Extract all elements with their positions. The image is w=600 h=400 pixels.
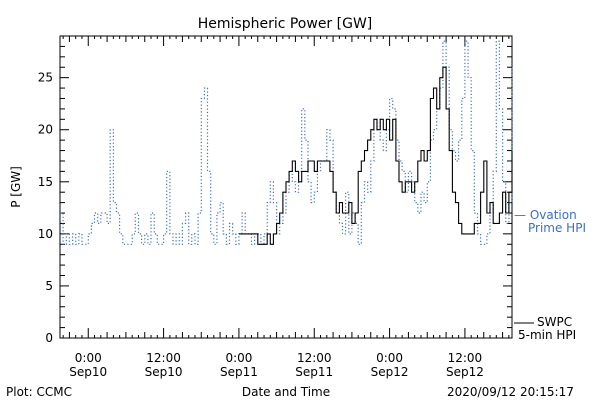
y-axis: 0 5 10 15 20 25 <box>38 35 512 345</box>
plot-timestamp: 2020/09/12 20:15:17 <box>447 385 574 399</box>
y-tick-label: 15 <box>38 175 53 189</box>
legend-swpc-line1: SWPC <box>537 315 572 329</box>
legend-ovation-line1: — Ovation <box>514 208 577 222</box>
x-tick-date-label: Sep10 <box>145 365 183 379</box>
x-tick-time-label: 0:00 <box>376 351 403 365</box>
x-tick-time-label: 12:00 <box>448 351 483 365</box>
series-line-swpc <box>238 66 513 245</box>
x-tick-time-label: 0:00 <box>225 351 252 365</box>
x-tick-date-label: Sep12 <box>371 365 409 379</box>
y-axis-label: P [GW] <box>9 166 23 208</box>
x-axis-label: Date and Time <box>242 385 330 399</box>
legend-swpc: SWPC 5-min HPI <box>514 315 576 342</box>
y-tick-label: 10 <box>38 227 53 241</box>
x-tick-time-label: 12:00 <box>146 351 181 365</box>
chart-title: Hemispheric Power [GW] <box>198 16 373 32</box>
series-line-ovation <box>60 40 513 245</box>
x-tick-date-label: Sep11 <box>295 365 333 379</box>
x-axis: 0:00Sep1012:00Sep100:00Sep1112:00Sep110:… <box>62 36 510 379</box>
y-tick-label: 0 <box>45 331 53 345</box>
legend-ovation: — Ovation Prime HPI <box>514 208 586 235</box>
legend-swpc-line2: 5-min HPI <box>518 328 576 342</box>
x-tick-date-label: Sep12 <box>446 365 484 379</box>
x-tick-date-label: Sep10 <box>69 365 107 379</box>
series-layer <box>60 40 513 245</box>
x-tick-time-label: 0:00 <box>75 351 102 365</box>
y-tick-label: 25 <box>38 71 53 85</box>
x-tick-date-label: Sep11 <box>220 365 258 379</box>
y-tick-label: 20 <box>38 123 53 137</box>
x-tick-time-label: 12:00 <box>297 351 332 365</box>
y-tick-label: 5 <box>45 279 53 293</box>
plot-credit: Plot: CCMC <box>6 385 72 399</box>
legend-ovation-line2: Prime HPI <box>528 221 586 235</box>
